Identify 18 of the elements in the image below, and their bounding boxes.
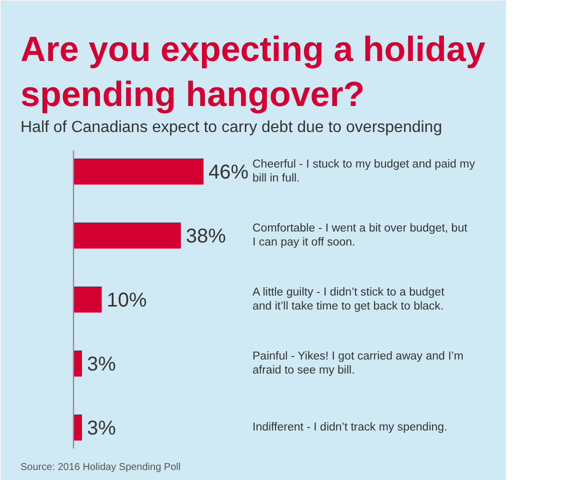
data-label: 38% xyxy=(186,226,226,248)
data-label: 10% xyxy=(106,290,148,312)
y-tick-label: A little guilty - I didn’t stick to a budget and it’ll take time to get back to black. xyxy=(252,286,446,312)
chart-subtitle: Half of Canadians expect to carry debt due to overspending xyxy=(20,119,442,136)
bar xyxy=(74,414,82,440)
bar xyxy=(74,158,204,184)
data-label: 3% xyxy=(86,418,116,440)
y-tick-label: Indifferent - I didn’t track my spending. xyxy=(252,422,448,434)
bar xyxy=(74,350,82,376)
bar xyxy=(74,222,181,248)
y-tick-label: Comfortable - I went a bit over budget, but I can pay it off soon. xyxy=(252,222,468,248)
bar xyxy=(74,286,102,312)
data-label: 46% xyxy=(208,162,249,184)
data-label: 3% xyxy=(86,354,116,376)
source-note: Source: 2016 Holiday Spending Poll xyxy=(20,462,181,473)
chart-title: Are you expecting a holiday spending hangover? xyxy=(20,30,486,114)
y-tick-label: Cheerful - I stuck to my budget and paid my bill in full. xyxy=(252,158,476,184)
y-tick-label: Painful - Yikes! I got carried away and I’m afraid to see my bill. xyxy=(252,350,464,376)
